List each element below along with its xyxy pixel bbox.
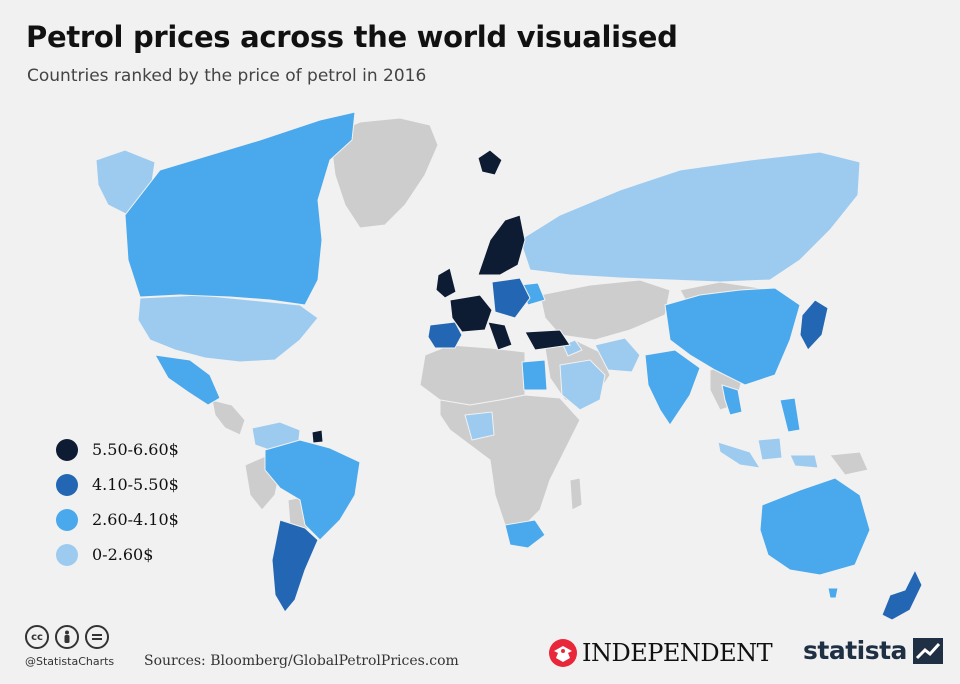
japan [799,299,829,351]
italy-greece [487,321,513,351]
independent-wordmark: INDEPENDENT [582,639,773,667]
page-title: Petrol prices across the world visualise… [26,20,678,54]
spain-portugal [427,321,463,349]
legend-item-tier4: 0-2.60$ [56,537,179,572]
china [664,287,801,386]
legend-swatch [56,473,78,496]
turkey [524,329,571,351]
uk [435,267,457,299]
statista-logo: statista [803,636,943,665]
iran [594,337,641,373]
poland-eastern-europe [491,277,531,319]
by-icon [55,625,79,649]
eagle-icon [549,639,577,667]
tier1-regions [311,149,571,444]
usa [137,294,319,363]
tier3-regions [124,111,871,599]
africa-north [419,344,526,406]
statista-mark-icon [912,637,943,664]
arabia [559,359,606,411]
legend-swatch [56,543,78,566]
page-subtitle: Countries ranked by the price of petrol … [27,66,427,86]
indonesia-east [789,454,819,469]
egypt [521,359,548,391]
svalbard [477,149,503,176]
brazil [264,439,361,541]
legend-label: 4.10-5.50$ [92,475,179,494]
western-europe [449,294,493,333]
nigeria [464,411,495,441]
tasmania [827,587,839,599]
south-africa [504,519,546,549]
papua [829,451,869,476]
canada [124,111,356,306]
central-asia [539,279,671,341]
statista-handle: @StatistaCharts [25,655,115,668]
new-zealand [881,568,923,621]
scandinavia [477,214,526,276]
madagascar [569,477,583,511]
legend-label: 0-2.60$ [92,545,154,564]
legend-item-tier1: 5.50-6.60$ [56,432,179,467]
mexico [154,354,221,406]
cc-icon: cc [25,625,49,649]
legend-item-tier3: 2.60-4.10$ [56,502,179,537]
legend-swatch [56,438,78,461]
australia [759,477,871,576]
india [644,349,701,426]
thailand [721,384,743,416]
africa-central [439,394,581,526]
sources-text: Sources: Bloomberg/GlobalPetrolPrices.co… [144,653,459,669]
indonesia-west [717,441,761,469]
argentina [271,519,319,613]
legend-item-tier2: 4.10-5.50$ [56,467,179,502]
statista-wordmark: statista [803,636,907,665]
indonesia-borneo [757,437,783,461]
legend-label: 5.50-6.60$ [92,440,179,459]
french-guiana [311,429,324,444]
legend-swatch [56,508,78,531]
greenland [329,117,439,229]
legend: 5.50-6.60$ 4.10-5.50$ 2.60-4.10$ 0-2.60$ [56,432,179,572]
philippines [779,397,801,433]
russia [519,151,861,283]
license-icons: cc [25,625,109,649]
legend-label: 2.60-4.10$ [92,510,179,529]
central-america [211,399,246,436]
independent-logo: INDEPENDENT [548,638,773,668]
nd-icon [85,625,109,649]
tier2-regions [271,277,923,621]
